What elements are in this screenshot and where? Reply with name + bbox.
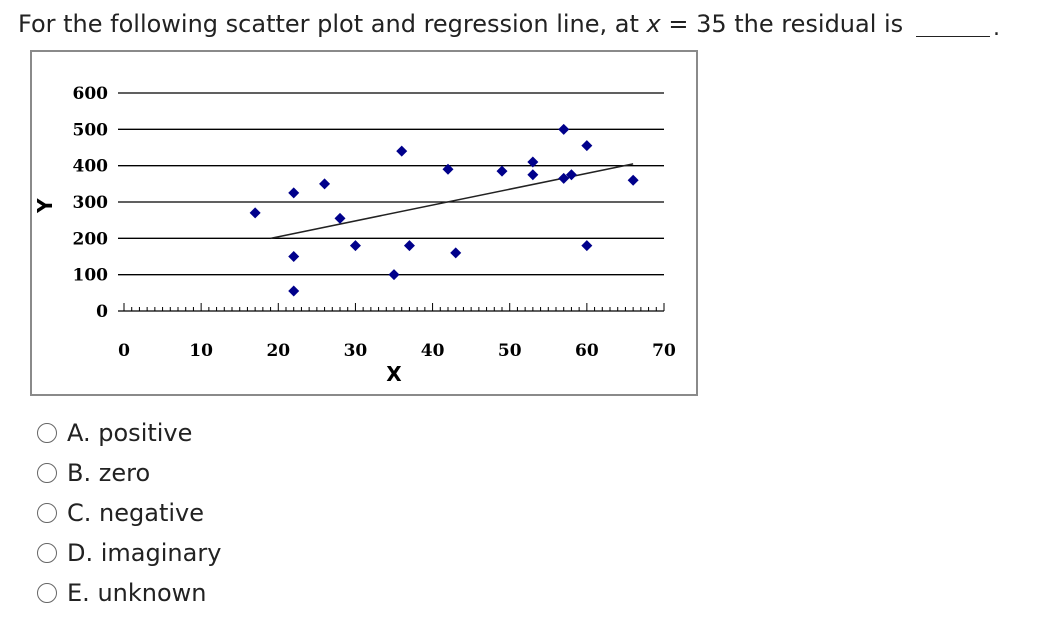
- data-point: [442, 163, 454, 175]
- data-point: [558, 123, 570, 135]
- option-c[interactable]: C. negative: [37, 493, 221, 533]
- data-point: [249, 207, 261, 219]
- data-point: [527, 156, 539, 168]
- y-tick-label: 300: [73, 193, 109, 213]
- option-d-text: imaginary: [100, 539, 222, 567]
- data-point: [450, 247, 462, 259]
- x-tick-label: 70: [652, 341, 676, 361]
- data-point: [288, 285, 300, 297]
- y-tick-label: 100: [73, 266, 109, 286]
- data-point: [581, 240, 593, 252]
- data-point: [558, 172, 570, 184]
- option-e[interactable]: E. unknown: [37, 573, 221, 613]
- chart-svg: 0 100 200 300 400 500 600 0 10 20 30 40 50 60 70 X Y: [33, 84, 676, 386]
- option-c-label: C. negative: [67, 493, 204, 533]
- x-tick-label: 40: [421, 341, 445, 361]
- y-tick-label: 200: [73, 229, 109, 249]
- data-point: [565, 169, 577, 181]
- question-suffix: = 35 the residual is: [660, 10, 904, 38]
- y-tick-label: 0: [96, 302, 108, 322]
- data-point: [403, 240, 415, 252]
- question-prefix: For the following scatter plot and regre…: [18, 10, 647, 38]
- data-point: [319, 178, 331, 190]
- question-text: For the following scatter plot and regre…: [18, 8, 903, 40]
- y-tick-label: 600: [73, 84, 109, 104]
- x-tick-label: 60: [575, 341, 599, 361]
- option-b-letter: B.: [67, 459, 92, 487]
- data-point: [288, 187, 300, 199]
- radio-button-b[interactable]: [37, 463, 57, 483]
- radio-button-e[interactable]: [37, 583, 57, 603]
- option-d-label: D. imaginary: [67, 533, 221, 573]
- option-c-text: negative: [99, 499, 204, 527]
- option-a-label: A. positive: [67, 413, 192, 453]
- data-point: [496, 165, 508, 177]
- radio-button-a[interactable]: [37, 423, 57, 443]
- data-point: [527, 169, 539, 181]
- option-d-letter: D.: [67, 539, 94, 567]
- option-a[interactable]: A. positive: [37, 413, 221, 453]
- option-e-letter: E.: [67, 579, 90, 607]
- question-variable: x: [646, 10, 661, 38]
- option-b-text: zero: [98, 459, 151, 487]
- scatter-plot: 0 100 200 300 400 500 600 0 10 20 30 40 50 60 70 X Y: [30, 50, 698, 396]
- x-axis-label: X: [386, 362, 402, 386]
- data-point: [288, 251, 300, 262]
- data-point: [627, 174, 639, 186]
- option-d[interactable]: D. imaginary: [37, 533, 221, 573]
- y-tick-label: 400: [73, 157, 109, 177]
- option-e-text: unknown: [97, 579, 207, 607]
- option-b[interactable]: B. zero: [37, 453, 221, 493]
- regression-line: [270, 163, 634, 240]
- data-point: [349, 240, 361, 252]
- answer-blank: [916, 36, 990, 37]
- answer-options: A. positive B. zero C. negative D. imagi…: [37, 413, 221, 613]
- data-point: [388, 269, 400, 281]
- option-a-letter: A.: [67, 419, 91, 447]
- radio-button-d[interactable]: [37, 543, 57, 563]
- data-point: [396, 145, 408, 157]
- x-tick-label: 20: [266, 341, 290, 361]
- data-point: [334, 212, 346, 224]
- x-tick-label: 30: [344, 341, 368, 361]
- x-tick-label: 0: [118, 341, 130, 361]
- y-axis-label: Y: [33, 198, 57, 214]
- question-period: .: [993, 16, 1000, 41]
- option-c-letter: C.: [67, 499, 92, 527]
- option-b-label: B. zero: [67, 453, 150, 493]
- option-e-label: E. unknown: [67, 573, 207, 613]
- y-tick-label: 500: [73, 120, 109, 140]
- x-tick-label: 50: [498, 341, 522, 361]
- data-point: [581, 140, 593, 152]
- radio-button-c[interactable]: [37, 503, 57, 523]
- x-tick-label: 10: [189, 341, 213, 361]
- option-a-text: positive: [98, 419, 193, 447]
